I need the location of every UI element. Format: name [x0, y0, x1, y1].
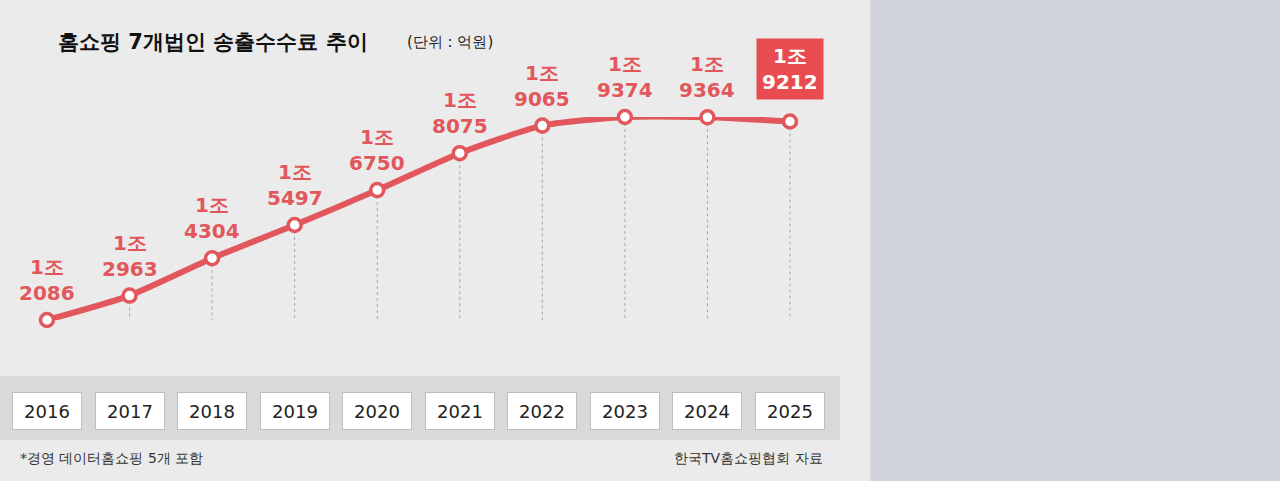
svg-text:2017: 2017 — [107, 401, 153, 422]
svg-text:홈쇼핑 7개법인 송출수수료 추이: 홈쇼핑 7개법인 송출수수료 추이 — [58, 30, 368, 54]
svg-text:*경영 데이터홈쇼핑 5개 포함: *경영 데이터홈쇼핑 5개 포함 — [20, 450, 203, 466]
svg-text:1조4304: 1조4304 — [184, 193, 240, 243]
svg-text:1조9374: 1조9374 — [597, 52, 653, 102]
svg-text:1조6750: 1조6750 — [349, 125, 405, 175]
svg-text:1조2086: 1조2086 — [19, 255, 75, 305]
svg-text:1조9364: 1조9364 — [679, 52, 735, 102]
svg-text:1조2963: 1조2963 — [102, 231, 158, 281]
svg-text:1조5497: 1조5497 — [267, 160, 323, 210]
svg-text:2020: 2020 — [354, 401, 400, 422]
svg-text:2019: 2019 — [272, 401, 318, 422]
svg-text:2023: 2023 — [602, 401, 648, 422]
svg-text:(단위 : 억원): (단위 : 억원) — [407, 33, 493, 51]
svg-text:2018: 2018 — [189, 401, 235, 422]
svg-text:1조9212: 1조9212 — [762, 44, 818, 94]
svg-text:2022: 2022 — [519, 401, 565, 422]
svg-text:2021: 2021 — [437, 401, 483, 422]
svg-text:2016: 2016 — [24, 401, 70, 422]
svg-text:한국TV홈쇼핑협회 자료: 한국TV홈쇼핑협회 자료 — [674, 450, 823, 466]
svg-text:1조9065: 1조9065 — [514, 61, 570, 111]
svg-text:1조8075: 1조8075 — [432, 88, 488, 138]
svg-text:2025: 2025 — [767, 401, 813, 422]
svg-text:2024: 2024 — [684, 401, 730, 422]
